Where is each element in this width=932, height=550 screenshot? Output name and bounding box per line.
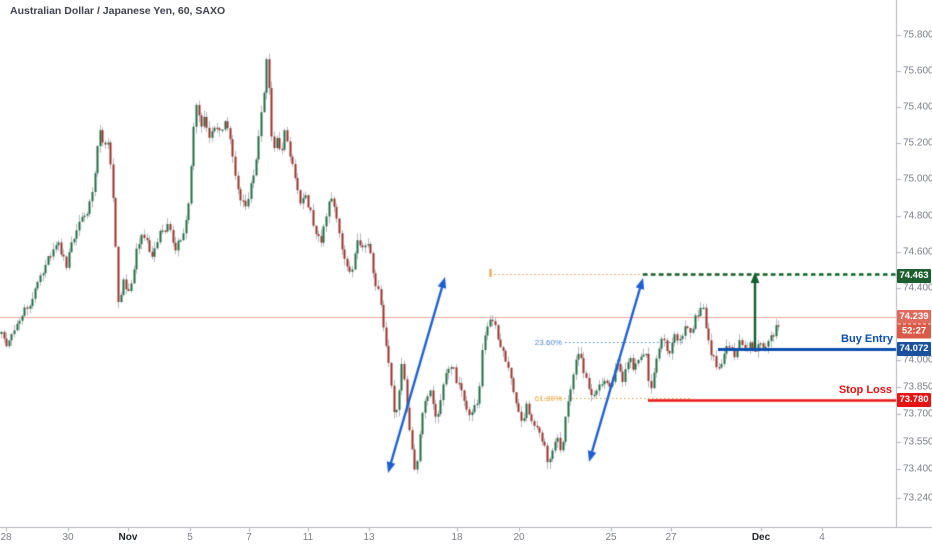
time-axis-label: 13 bbox=[363, 532, 375, 543]
price-axis-label: 74.800 bbox=[903, 210, 932, 222]
time-axis-label: 5 bbox=[187, 532, 193, 543]
entry-price-badge: 74.072 bbox=[897, 342, 931, 356]
price-axis-label: 75.000 bbox=[903, 173, 932, 185]
time-axis-label: 11 bbox=[302, 532, 314, 543]
price-axis-label: 73.850 bbox=[903, 381, 932, 393]
price-axis-label: 75.800 bbox=[903, 29, 932, 41]
bar-countdown-badge: 52:27 bbox=[897, 323, 931, 339]
price-axis[interactable]: 75.800 75.600 75.400 75.200 75.000 74.800 74.6… bbox=[896, 0, 932, 527]
price-axis-label: 73.400 bbox=[903, 463, 932, 475]
price-axis-label: 73.550 bbox=[903, 436, 932, 448]
time-axis-label: 4 bbox=[819, 532, 825, 543]
price-axis-label: 74.000 bbox=[903, 354, 932, 366]
price-axis-label: 75.400 bbox=[903, 101, 932, 113]
buy-entry-label[interactable]: Buy Entry bbox=[841, 333, 893, 345]
price-axis-label: 73.700 bbox=[903, 408, 932, 420]
stop-loss-label[interactable]: Stop Loss bbox=[838, 384, 892, 396]
price-axis-label: 74.600 bbox=[903, 246, 932, 258]
symbol-title[interactable]: Australian Dollar / Japanese Yen, 60, SA… bbox=[10, 5, 226, 17]
price-axis-label: 73.240 bbox=[903, 492, 932, 504]
time-axis-label: Dec bbox=[751, 532, 771, 543]
target-price-badge: 74.463 bbox=[897, 269, 931, 283]
last-price-badge: 74.239 bbox=[897, 310, 931, 324]
price-axis-badges: 74.463 74.239 52:27 74.072 73.780 bbox=[896, 0, 932, 527]
time-axis-label: 18 bbox=[451, 532, 463, 543]
stop-price-badge: 73.780 bbox=[897, 393, 931, 407]
time-axis-label: 7 bbox=[246, 532, 252, 543]
time-axis-label: 28 bbox=[0, 532, 12, 543]
time-axis[interactable]: 28 30 Nov 5 7 11 13 18 20 25 27 Dec 4 bbox=[0, 528, 932, 550]
time-axis-label: Nov bbox=[118, 532, 138, 543]
price-axis-label: 75.200 bbox=[903, 137, 932, 149]
time-axis-label: 25 bbox=[605, 532, 617, 543]
time-axis-label: 30 bbox=[62, 532, 74, 543]
time-axis-label: 20 bbox=[513, 532, 525, 543]
price-axis-label: 75.600 bbox=[903, 65, 932, 77]
time-axis-label: 27 bbox=[665, 532, 677, 543]
price-axis-label: 74.400 bbox=[903, 282, 932, 294]
